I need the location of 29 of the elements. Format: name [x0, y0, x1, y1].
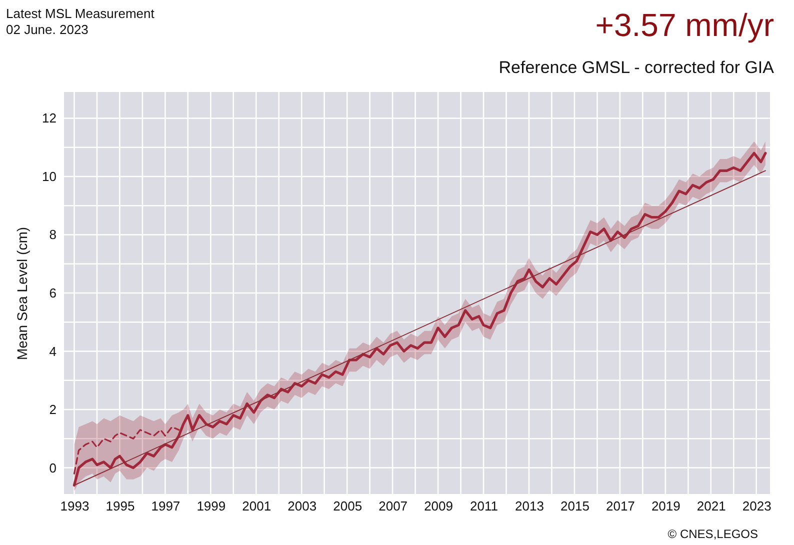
y-tick-label: 8 [49, 227, 56, 242]
x-tick-label: 2011 [470, 498, 498, 514]
y-axis-title: Mean Sea Level (cm) [14, 226, 30, 360]
text: Latest MSL Measurement [6, 6, 155, 21]
y-tick-label: 10 [42, 168, 56, 184]
x-tick-label: 2007 [378, 498, 408, 514]
text: 02 June. 2023 [6, 22, 88, 37]
x-tick-label: 2021 [696, 498, 726, 514]
x-tick-label: 1997 [151, 498, 180, 514]
text: © CNES,LEGOS [668, 527, 758, 541]
x-tick-label: 2023 [742, 498, 772, 514]
chart-title: +3.57 mm/yr [595, 7, 774, 43]
chart-subtitle: Reference GMSL - corrected for GIA [498, 58, 775, 77]
x-tick-label: 2009 [424, 498, 453, 514]
x-tick-label: 1999 [196, 498, 226, 514]
x-tick-label: 2017 [606, 498, 635, 514]
y-tick-label: 6 [49, 286, 56, 300]
x-tick-label: 2001 [242, 498, 272, 514]
x-tick-label: 2015 [560, 498, 590, 514]
y-tick-label: 2 [49, 402, 56, 418]
y-tick-label: 4 [49, 344, 56, 359]
x-tick-label: 2005 [333, 498, 362, 514]
y-tick-label: 0 [49, 460, 56, 476]
x-tick-label: 1993 [60, 498, 90, 514]
x-tick-label: 2003 [288, 498, 317, 514]
x-tick-label: 1995 [106, 498, 135, 514]
x-tick-label: 2013 [515, 498, 544, 514]
y-tick-label: 12 [42, 110, 56, 126]
x-tick-label: 2019 [651, 498, 680, 514]
